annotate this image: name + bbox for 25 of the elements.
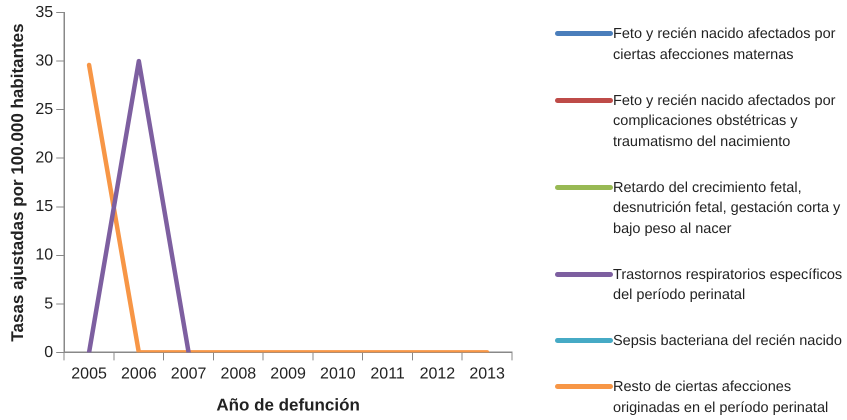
- legend-label: Sepsis bacteriana del recién nacido: [613, 332, 843, 351]
- y-tick-label: 0: [44, 344, 54, 361]
- legend-label: Resto de ciertas afecciones originadas en el período perinatal: [613, 378, 830, 418]
- y-tick-label: 10: [35, 246, 54, 264]
- y-axis-title: Tasas ajustadas por 100.000 habitantes: [8, 23, 27, 342]
- y-tick-label: 35: [35, 4, 54, 22]
- x-tick-label: 2013: [469, 365, 506, 382]
- x-tick-label: 2011: [370, 365, 405, 382]
- x-tick-label: 2008: [220, 365, 256, 382]
- legend-label: Feto y recién nacido afectados por complicaciones obstétricas y traumatismo del nacimiento: [613, 92, 836, 152]
- x-axis-title: Año de defunción: [216, 395, 360, 414]
- x-tick-label: 2006: [121, 365, 157, 382]
- x-tick-label: 2009: [270, 365, 306, 382]
- x-tick-label: 2005: [71, 365, 107, 382]
- y-tick-label: 25: [35, 101, 54, 118]
- y-tick-label: 30: [35, 52, 54, 70]
- y-tick-label: 20: [35, 150, 54, 167]
- x-tick-label: 2007: [170, 365, 206, 382]
- legend-label: Retardo del crecimiento fetal, desnutrición fetal, gestación corta y bajo peso al nacer: [613, 178, 842, 238]
- legend-label: Feto y recién nacido afectados por ciertas afecciones maternas: [613, 25, 836, 64]
- y-tick-label: 5: [44, 295, 54, 312]
- legend-label: Trastornos respiratorios específicos del período perinatal: [613, 266, 844, 305]
- x-tick-label: 2012: [420, 365, 456, 382]
- x-tick-label: 2010: [320, 365, 356, 382]
- y-tick-label: 15: [35, 198, 54, 216]
